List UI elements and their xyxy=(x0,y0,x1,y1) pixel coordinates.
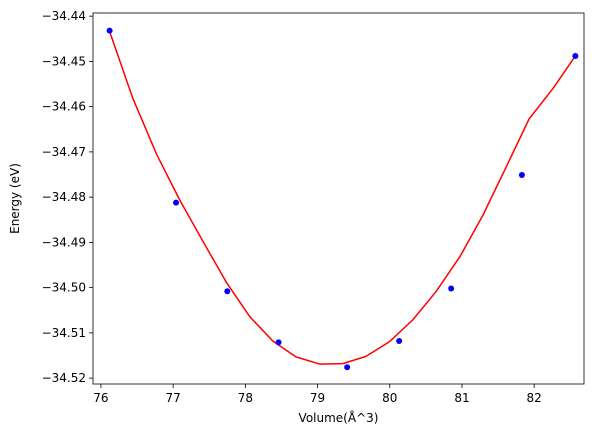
x-tick-label: 82 xyxy=(527,391,542,405)
y-tick-label: −34.51 xyxy=(42,326,86,340)
y-tick-label: −34.50 xyxy=(42,281,86,295)
axes-frame xyxy=(92,12,585,385)
y-tick-label: −34.45 xyxy=(42,54,86,68)
plot-area xyxy=(106,27,579,371)
data-point xyxy=(344,364,351,371)
data-point xyxy=(173,199,180,206)
y-tick-label: −34.49 xyxy=(42,235,86,249)
x-tick-label: 78 xyxy=(238,391,253,405)
y-tick-label: −34.47 xyxy=(42,145,86,159)
y-tick-label: −34.52 xyxy=(42,371,86,385)
fit-curve xyxy=(108,31,576,365)
x-axis-label: Volume(Å^3) xyxy=(299,410,379,425)
y-tick-label: −34.44 xyxy=(42,9,86,23)
data-point xyxy=(572,52,579,59)
data-point xyxy=(518,171,525,178)
y-axis-label: Energy (eV) xyxy=(8,163,22,234)
x-tick-label: 76 xyxy=(93,391,108,405)
data-point xyxy=(448,285,455,292)
data-point xyxy=(106,27,113,34)
data-point xyxy=(224,288,231,295)
y-tick-label: −34.46 xyxy=(42,100,86,114)
y-tick-label: −34.48 xyxy=(42,190,86,204)
x-tick-label: 81 xyxy=(454,391,469,405)
x-tick-label: 77 xyxy=(166,391,181,405)
data-point xyxy=(275,339,282,346)
x-tick-label: 79 xyxy=(310,391,325,405)
data-point xyxy=(396,338,403,345)
axes: 76 77 78 79 80 81 82 −34.52 −34.51 −34.50 −34.49 −3… xyxy=(42,9,585,405)
x-tick-label: 80 xyxy=(382,391,397,405)
